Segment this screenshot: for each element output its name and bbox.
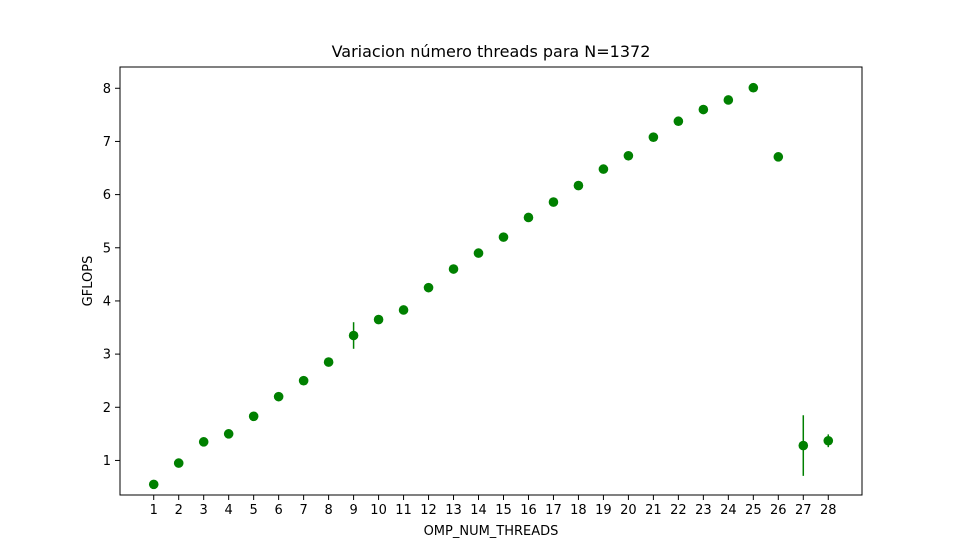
x-tick-label: 28 [820, 503, 837, 518]
y-tick-label: 4 [103, 294, 111, 309]
data-series [148, 82, 834, 490]
y-axis: 1 2 3 4 5 6 7 8 [103, 82, 120, 469]
data-point [598, 164, 609, 174]
y-tick-label: 3 [103, 348, 111, 363]
data-point [398, 305, 409, 315]
x-tick-label: 12 [420, 503, 437, 518]
x-axis: 1 2 3 4 5 6 7 8 9 10 11 12 13 14 15 16 17 18 19 20 21 22 23 24 2… [150, 495, 837, 518]
data-point [698, 104, 709, 115]
data-point [473, 248, 484, 258]
data-point [198, 437, 209, 447]
y-tick-label: 6 [103, 188, 111, 203]
x-tick-label: 18 [570, 503, 587, 518]
x-tick-label: 1 [150, 503, 158, 518]
x-tick-label: 25 [745, 503, 762, 518]
y-tick-label: 5 [103, 241, 111, 256]
y-tick-label: 2 [103, 401, 111, 416]
data-point [348, 330, 359, 341]
x-axis-label: OMP_NUM_THREADS [424, 524, 559, 539]
data-point [773, 152, 784, 162]
data-point [373, 314, 384, 325]
y-tick-label: 8 [103, 82, 111, 97]
data-point [798, 440, 809, 451]
x-tick-label: 6 [275, 503, 283, 518]
data-point [423, 282, 434, 293]
x-tick-label: 14 [470, 503, 487, 518]
data-point [723, 95, 734, 105]
x-tick-label: 15 [495, 503, 512, 518]
x-tick-label: 11 [395, 503, 412, 518]
x-tick-label: 26 [770, 503, 787, 518]
data-point [548, 197, 559, 207]
data-point [273, 391, 284, 402]
x-tick-label: 27 [795, 503, 812, 518]
x-tick-label: 21 [645, 503, 662, 518]
data-point [573, 180, 584, 191]
data-point [448, 264, 459, 274]
data-point [648, 132, 659, 142]
x-tick-label: 24 [720, 503, 737, 518]
x-tick-label: 22 [670, 503, 687, 518]
data-point [823, 435, 834, 446]
data-point [673, 116, 684, 127]
y-axis-label: GFLOPS [81, 256, 96, 307]
x-tick-label: 16 [520, 503, 537, 518]
data-point [223, 429, 234, 439]
x-tick-label: 3 [200, 503, 208, 518]
x-tick-label: 9 [349, 503, 357, 518]
data-point [248, 411, 259, 422]
chart-title: Variacion número threads para N=1372 [332, 42, 651, 61]
plot-frame [119, 66, 863, 496]
data-point [623, 150, 634, 161]
x-tick-label: 19 [595, 503, 612, 518]
data-point [523, 212, 534, 223]
data-point [173, 458, 184, 468]
data-point [298, 375, 309, 386]
x-tick-label: 20 [620, 503, 637, 518]
y-tick-label: 7 [103, 135, 111, 150]
x-tick-label: 2 [175, 503, 183, 518]
x-tick-label: 17 [545, 503, 562, 518]
x-tick-label: 8 [324, 503, 332, 518]
y-tick-label: 1 [103, 454, 111, 469]
x-tick-label: 13 [445, 503, 462, 518]
x-tick-label: 4 [225, 503, 233, 518]
x-tick-label: 10 [370, 503, 387, 518]
data-point [323, 357, 334, 367]
x-tick-label: 5 [250, 503, 258, 518]
data-point [748, 82, 759, 93]
x-tick-label: 7 [299, 503, 307, 518]
data-point [148, 479, 159, 490]
data-point [498, 232, 509, 242]
x-tick-label: 23 [695, 503, 712, 518]
